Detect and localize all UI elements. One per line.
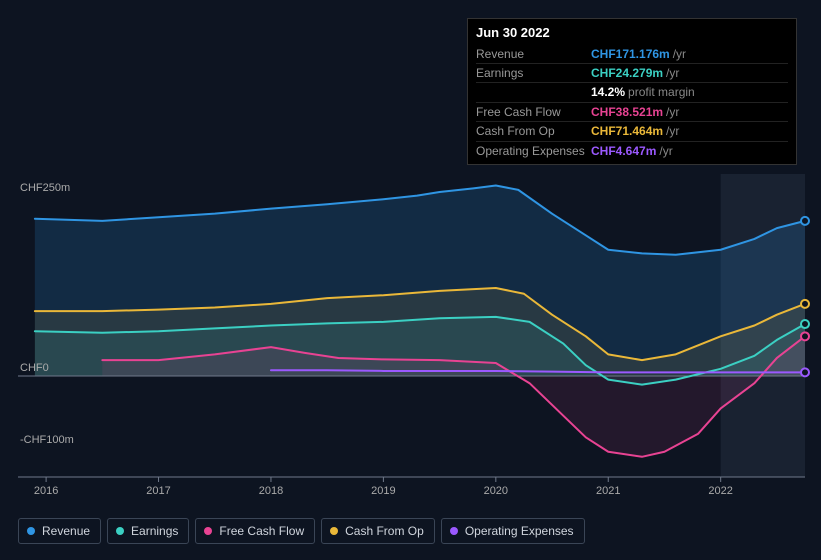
chart-legend: Revenue Earnings Free Cash Flow Cash From O… bbox=[18, 518, 585, 544]
x-axis-label: 2020 bbox=[484, 485, 508, 497]
tooltip-metric-label: Cash From Op bbox=[476, 124, 591, 138]
tooltip-metric-suffix: profit margin bbox=[628, 85, 695, 99]
tooltip-row: RevenueCHF171.176m/yr bbox=[476, 45, 788, 63]
tooltip-row: Free Cash FlowCHF38.521m/yr bbox=[476, 102, 788, 121]
tooltip-row: Cash From OpCHF71.464m/yr bbox=[476, 121, 788, 140]
tooltip-metric-label bbox=[476, 85, 591, 99]
tooltip-date: Jun 30 2022 bbox=[476, 25, 788, 41]
tooltip-metric-suffix: /yr bbox=[666, 124, 679, 138]
x-axis-label: 2021 bbox=[596, 485, 620, 497]
legend-label: Free Cash Flow bbox=[219, 524, 304, 538]
tooltip-metric-value: CHF24.279m bbox=[591, 66, 663, 80]
tooltip-metric-suffix: /yr bbox=[673, 47, 686, 61]
y-axis-label: CHF250m bbox=[20, 182, 70, 194]
tooltip-metric-value: 14.2% bbox=[591, 85, 625, 99]
tooltip-metric-value: CHF38.521m bbox=[591, 105, 663, 119]
legend-label: Operating Expenses bbox=[465, 524, 574, 538]
legend-item-earnings[interactable]: Earnings bbox=[107, 518, 189, 544]
legend-dot-icon bbox=[204, 527, 212, 535]
tooltip-metric-label: Earnings bbox=[476, 66, 591, 80]
tooltip-row: EarningsCHF24.279m/yr bbox=[476, 63, 788, 82]
tooltip-metric-value: CHF4.647m bbox=[591, 144, 656, 158]
x-axis-label: 2022 bbox=[708, 485, 732, 497]
legend-dot-icon bbox=[27, 527, 35, 535]
legend-item-operating-expenses[interactable]: Operating Expenses bbox=[441, 518, 585, 544]
legend-label: Cash From Op bbox=[345, 524, 424, 538]
legend-dot-icon bbox=[450, 527, 458, 535]
tooltip-metric-value: CHF71.464m bbox=[591, 124, 663, 138]
legend-item-revenue[interactable]: Revenue bbox=[18, 518, 101, 544]
y-axis-label: -CHF100m bbox=[20, 434, 74, 446]
hover-tooltip: Jun 30 2022 RevenueCHF171.176m/yrEarning… bbox=[467, 18, 797, 165]
x-axis-label: 2017 bbox=[146, 485, 170, 497]
tooltip-metric-suffix: /yr bbox=[666, 66, 679, 80]
legend-label: Earnings bbox=[131, 524, 178, 538]
tooltip-metric-label: Free Cash Flow bbox=[476, 105, 591, 119]
tooltip-metric-label: Operating Expenses bbox=[476, 144, 591, 158]
legend-item-cash-from-op[interactable]: Cash From Op bbox=[321, 518, 435, 544]
tooltip-metric-label: Revenue bbox=[476, 47, 591, 61]
tooltip-metric-value: CHF171.176m bbox=[591, 47, 670, 61]
y-axis-label: CHF0 bbox=[20, 362, 49, 374]
tooltip-metric-suffix: /yr bbox=[666, 105, 679, 119]
x-axis-label: 2016 bbox=[34, 485, 58, 497]
legend-dot-icon bbox=[330, 527, 338, 535]
legend-dot-icon bbox=[116, 527, 124, 535]
legend-label: Revenue bbox=[42, 524, 90, 538]
tooltip-row: Operating ExpensesCHF4.647m/yr bbox=[476, 141, 788, 160]
tooltip-row: 14.2%profit margin bbox=[476, 82, 788, 101]
x-axis-label: 2018 bbox=[259, 485, 283, 497]
legend-item-free-cash-flow[interactable]: Free Cash Flow bbox=[195, 518, 315, 544]
x-axis-label: 2019 bbox=[371, 485, 395, 497]
financial-chart: CHF250m CHF0 -CHF100m 2016 2017 2018 2019 2020… bbox=[0, 0, 821, 560]
tooltip-metric-suffix: /yr bbox=[659, 144, 672, 158]
